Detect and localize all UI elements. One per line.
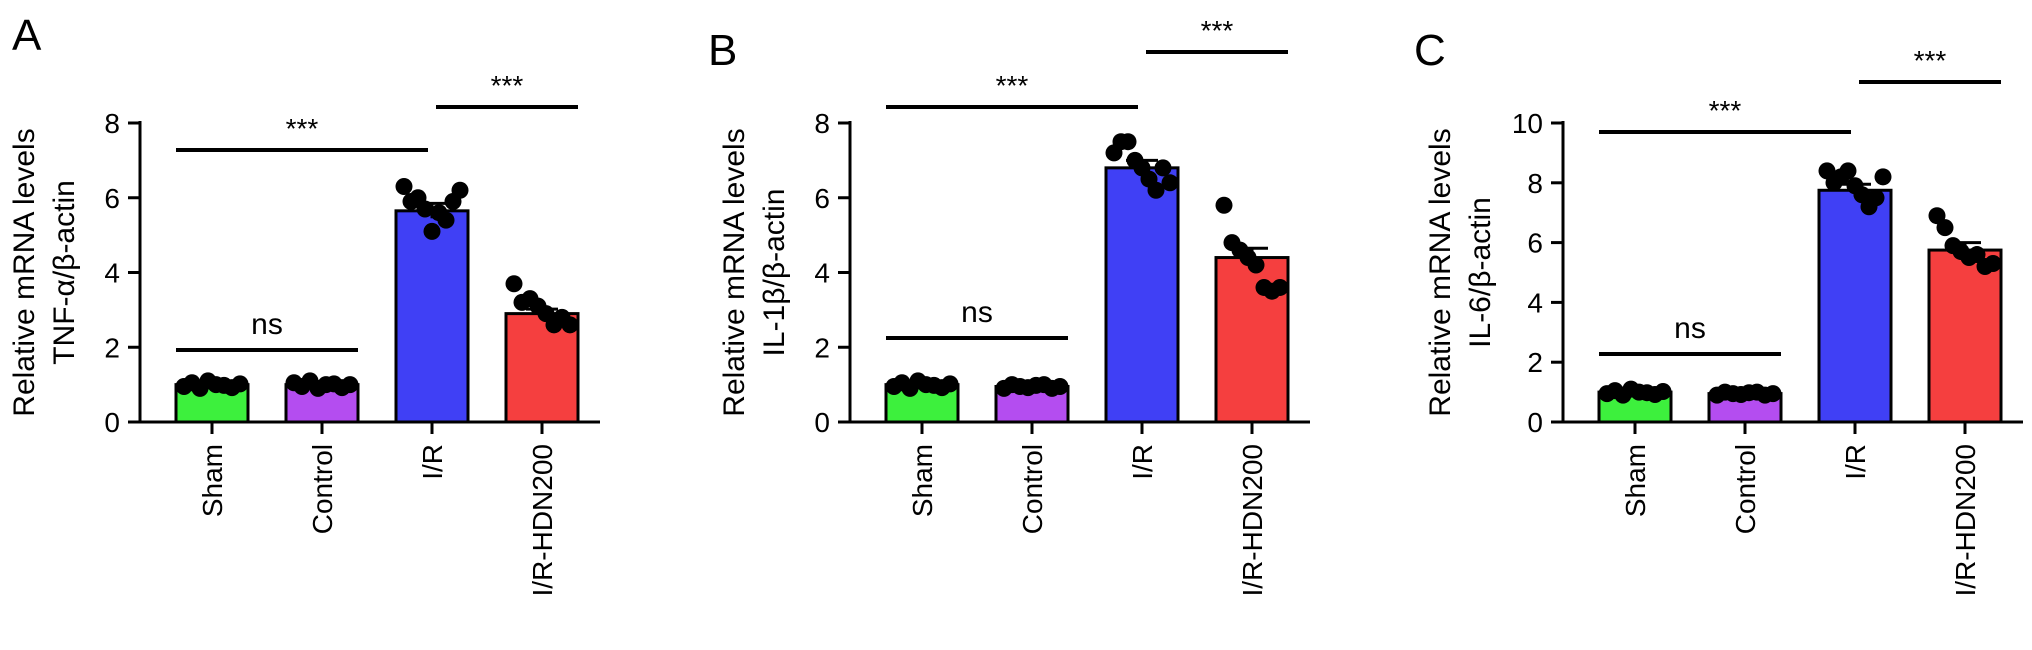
chart-panel-c: C Relative mRNA levels IL-6/β-actin 0 2 4 6 8 10…: [1414, 26, 2023, 596]
y-axis-label: TNF-α/β-actin: [48, 180, 81, 365]
y-axis-label: IL-1β/β-actin: [758, 189, 791, 357]
data-point: [1936, 219, 1954, 237]
data-point: [1839, 162, 1857, 180]
y-tick-label: 4: [814, 258, 830, 289]
data-point: [1215, 196, 1233, 214]
x-tick-label: Sham: [907, 444, 938, 517]
x-tick-label: Control: [1730, 444, 1761, 534]
y-tick-label: 4: [104, 258, 120, 289]
data-point: [1119, 133, 1137, 151]
bar-i-r-hdn200: [1927, 248, 2003, 424]
y-tick-label: 0: [814, 407, 830, 438]
data-point: [1147, 181, 1165, 199]
panel-label: C: [1414, 26, 1446, 75]
y-tick-label: 0: [104, 407, 120, 438]
data-point: [341, 376, 359, 394]
x-tick-label: Control: [1017, 444, 1048, 534]
significance-label: ***: [1709, 95, 1742, 126]
bar-i-r: [1104, 166, 1180, 424]
y-tick-label: 2: [1527, 347, 1543, 378]
x-tick-label: I/R: [1127, 444, 1158, 480]
y-tick-label: 4: [1527, 287, 1543, 318]
data-point: [423, 222, 441, 240]
panel-label: B: [708, 26, 737, 75]
panel-label: A: [12, 11, 42, 60]
x-tick-label: I/R-HDN200: [1237, 444, 1268, 596]
x-tick-label: Sham: [197, 444, 228, 517]
y-tick-label: 6: [1527, 228, 1543, 259]
y-tick-label: 8: [814, 108, 830, 139]
data-point: [1247, 256, 1265, 274]
x-tick-label: Control: [307, 444, 338, 534]
data-point: [1154, 159, 1172, 177]
y-tick-label: 8: [1527, 168, 1543, 199]
data-point: [1271, 278, 1289, 296]
chart-panel-a: A Relative mRNA levels TNF-α/β-actin 0 2 4 6 8 S…: [8, 11, 600, 596]
bar-i-r: [394, 209, 470, 424]
y-tick-label: 2: [104, 332, 120, 363]
x-tick-label: I/R-HDN200: [527, 444, 558, 596]
x-tick-label: I/R: [417, 444, 448, 480]
data-point: [1984, 255, 2002, 273]
significance-label: ns: [961, 296, 993, 329]
significance-label: ***: [1914, 45, 1947, 76]
data-point: [231, 375, 249, 393]
significance-label: ***: [491, 70, 524, 101]
data-point: [505, 275, 523, 293]
x-tick-label: Sham: [1620, 444, 1651, 517]
significance-label: ***: [286, 113, 319, 144]
data-point: [1654, 383, 1672, 401]
data-point: [561, 316, 579, 334]
data-point: [1051, 377, 1069, 395]
y-axis-label: Relative mRNA levels: [1424, 128, 1457, 416]
data-point: [451, 181, 469, 199]
data-point: [1867, 189, 1885, 207]
data-point: [1874, 168, 1892, 186]
data-point: [416, 200, 434, 218]
data-point: [1968, 246, 1986, 264]
bar-i-r: [1817, 188, 1893, 424]
y-axis-label: Relative mRNA levels: [718, 128, 751, 416]
data-point: [437, 211, 455, 229]
data-point: [941, 375, 959, 393]
y-axis-label: Relative mRNA levels: [8, 128, 41, 416]
data-point: [395, 178, 413, 196]
y-tick-label: 10: [1512, 108, 1543, 139]
chart-panel-b: B Relative mRNA levels IL-1β/β-actin 0 2 4 6 8 S…: [708, 15, 1310, 596]
y-tick-label: 6: [104, 183, 120, 214]
data-point: [1928, 207, 1946, 225]
y-axis-label: IL-6/β-actin: [1464, 197, 1497, 348]
significance-label: ***: [996, 70, 1029, 101]
y-tick-label: 2: [814, 332, 830, 363]
y-tick-label: 0: [1527, 407, 1543, 438]
significance-label: ns: [1674, 312, 1706, 345]
x-tick-label: I/R: [1840, 444, 1871, 480]
data-point: [1764, 385, 1782, 403]
y-tick-label: 8: [104, 108, 120, 139]
significance-label: ns: [251, 308, 283, 341]
x-tick-label: I/R-HDN200: [1950, 444, 1981, 596]
data-point: [1161, 174, 1179, 192]
significance-label: ***: [1201, 15, 1234, 46]
y-tick-label: 6: [814, 183, 830, 214]
